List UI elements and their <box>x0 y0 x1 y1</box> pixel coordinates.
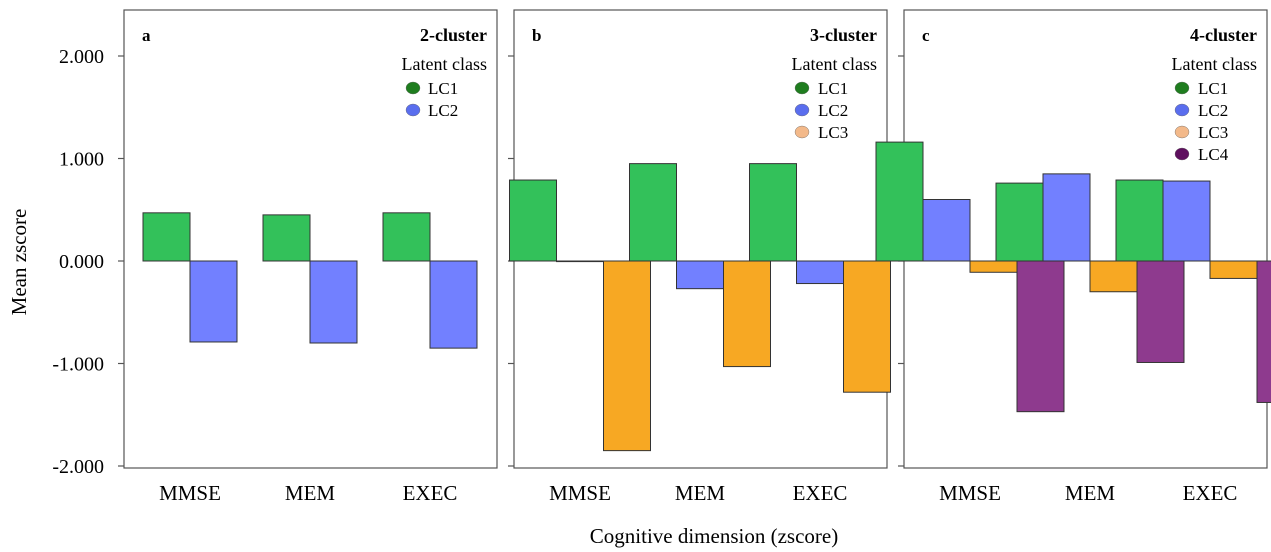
legend-title: Latent class <box>1172 54 1257 74</box>
legend-marker-lc3 <box>1174 125 1190 139</box>
legend-marker-lc3 <box>794 125 810 139</box>
x-tick-label: MMSE <box>939 481 1001 505</box>
panel-letter: b <box>532 26 541 45</box>
y-axis-label: Mean zscore <box>7 209 31 316</box>
legend-label-lc1: LC1 <box>428 79 458 98</box>
legend-title: Latent class <box>792 54 877 74</box>
legend-label-lc2: LC2 <box>428 101 458 120</box>
bar-lc3-exec <box>1209 260 1258 279</box>
legend-marker-lc2 <box>405 103 421 117</box>
bar-lc1-mmse <box>875 141 924 262</box>
y-tick-labels: 2.000 1.000 0.000 -1.000 -2.000 <box>52 46 104 478</box>
bar-lc1-mem <box>262 214 311 262</box>
y-tick-label: 2.000 <box>59 46 104 68</box>
y-tick-label: -2.000 <box>52 456 104 478</box>
panel-frame <box>513 9 888 469</box>
legend-marker-lc4 <box>1174 147 1190 161</box>
legend: Latent class LC1 LC2 <box>402 54 487 120</box>
bar-lc3-mem <box>1089 260 1138 293</box>
bar-lc2-exec <box>1162 180 1211 262</box>
legend-label-lc3: LC3 <box>818 123 848 142</box>
legend-marker-lc1 <box>1174 81 1190 95</box>
bar-lc2-mmse <box>556 260 604 263</box>
legend-marker-lc2 <box>1174 103 1190 117</box>
bar-lc3-mem <box>723 260 771 368</box>
bar-lc2-exec <box>429 260 478 349</box>
x-tick-label: MMSE <box>159 481 221 505</box>
legend-label-lc2: LC2 <box>818 101 848 120</box>
panel-letter: a <box>142 26 151 45</box>
bar-lc4-mmse <box>1016 260 1065 413</box>
x-tick-label: EXEC <box>403 481 458 505</box>
bar-lc1-mmse <box>142 212 191 262</box>
legend-label-lc2: LC2 <box>1198 101 1228 120</box>
bar-lc1-mem <box>995 182 1044 262</box>
bar-lc2-mmse <box>922 199 971 262</box>
bar-lc1-mem <box>629 163 677 262</box>
y-tick-label: -1.000 <box>52 354 104 376</box>
bar-lc2-mem <box>676 260 724 290</box>
legend-label-lc3: LC3 <box>1198 123 1228 142</box>
x-tick-label: EXEC <box>793 481 848 505</box>
panel-a: MMSE MEM EXEC a 2-cluster Latent class LC1 LC2 <box>118 9 498 505</box>
x-tick-label: MEM <box>285 481 336 505</box>
bar-lc1-mmse <box>509 179 557 262</box>
bar-lc4-exec <box>1256 260 1271 403</box>
x-tick-label: MEM <box>675 481 726 505</box>
y-tick-label: 1.000 <box>59 149 104 171</box>
bar-lc3-exec <box>843 260 891 393</box>
bar-lc4-mem <box>1136 260 1185 363</box>
bar-lc2-mmse <box>189 260 238 343</box>
legend-marker-lc2 <box>794 103 810 117</box>
panel-title: 3-cluster <box>810 25 877 45</box>
legend: Latent class LC1 LC2 LC3 <box>792 54 877 142</box>
x-tick-label: EXEC <box>1183 481 1238 505</box>
legend-marker-lc1 <box>794 81 810 95</box>
bar-lc1-exec <box>1115 179 1164 262</box>
legend-label-lc4: LC4 <box>1198 145 1229 164</box>
panel-title: 2-cluster <box>420 25 487 45</box>
bar-lc3-mmse <box>603 260 651 452</box>
legend-marker-lc1 <box>405 81 421 95</box>
y-tick-label: 0.000 <box>59 251 104 273</box>
panel-letter: c <box>922 26 930 45</box>
legend-title: Latent class <box>402 54 487 74</box>
bar-lc2-mem <box>1042 173 1091 262</box>
x-tick-label: MEM <box>1065 481 1116 505</box>
bar-lc2-exec <box>796 260 844 285</box>
bar-lc3-mmse <box>969 260 1018 273</box>
bar-lc1-exec <box>749 163 797 262</box>
x-axis-label: Cognitive dimension (zscore) <box>590 524 838 548</box>
legend-label-lc1: LC1 <box>818 79 848 98</box>
panel-title: 4-cluster <box>1190 25 1257 45</box>
bar-lc2-mem <box>309 260 358 344</box>
legend: Latent class LC1 LC2 LC3 LC4 <box>1172 54 1257 164</box>
bar-lc1-exec <box>382 212 431 262</box>
legend-label-lc1: LC1 <box>1198 79 1228 98</box>
x-tick-label: MMSE <box>549 481 611 505</box>
